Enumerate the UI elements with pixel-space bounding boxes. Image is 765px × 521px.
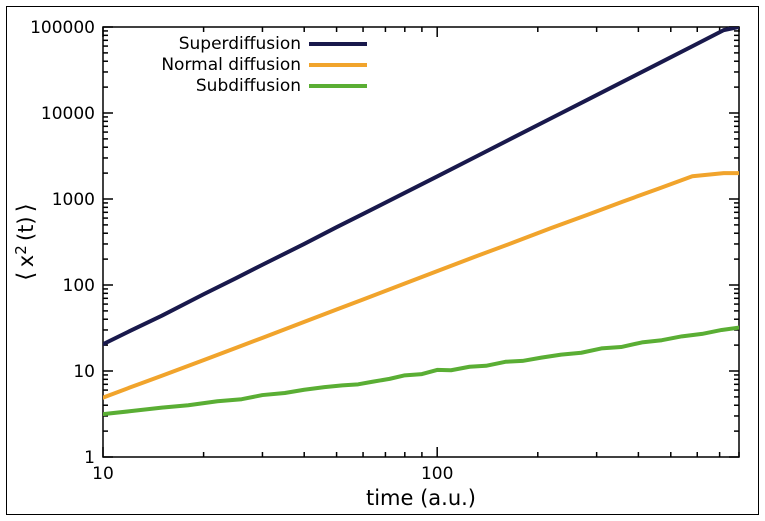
x-axis-title: time (a.u.): [366, 486, 476, 510]
legend-label: Normal diffusion: [161, 55, 301, 75]
y-axis-title: ⟨ x2 (t) ⟩: [12, 203, 39, 281]
y-tick-label: 10: [73, 362, 95, 382]
y-tick-label: 1000: [52, 190, 95, 210]
y-tick-label: 10000: [41, 104, 95, 124]
y-tick-label: 100: [63, 276, 95, 296]
y-tick-label: 1: [84, 448, 95, 468]
x-tick-label: 100: [421, 464, 453, 484]
series-normal-diffusion: [103, 173, 739, 398]
outer-frame: 10100110100100010000100000time (a.u.)⟨ x…: [6, 6, 759, 515]
y-tick-label: 100000: [30, 18, 95, 38]
legend-label: Subdiffusion: [196, 76, 301, 96]
x-tick-label: 10: [92, 464, 114, 484]
legend-label: Superdiffusion: [179, 34, 301, 54]
series-subdiffusion: [103, 328, 739, 415]
diffusion-chart: 10100110100100010000100000time (a.u.)⟨ x…: [7, 7, 758, 514]
